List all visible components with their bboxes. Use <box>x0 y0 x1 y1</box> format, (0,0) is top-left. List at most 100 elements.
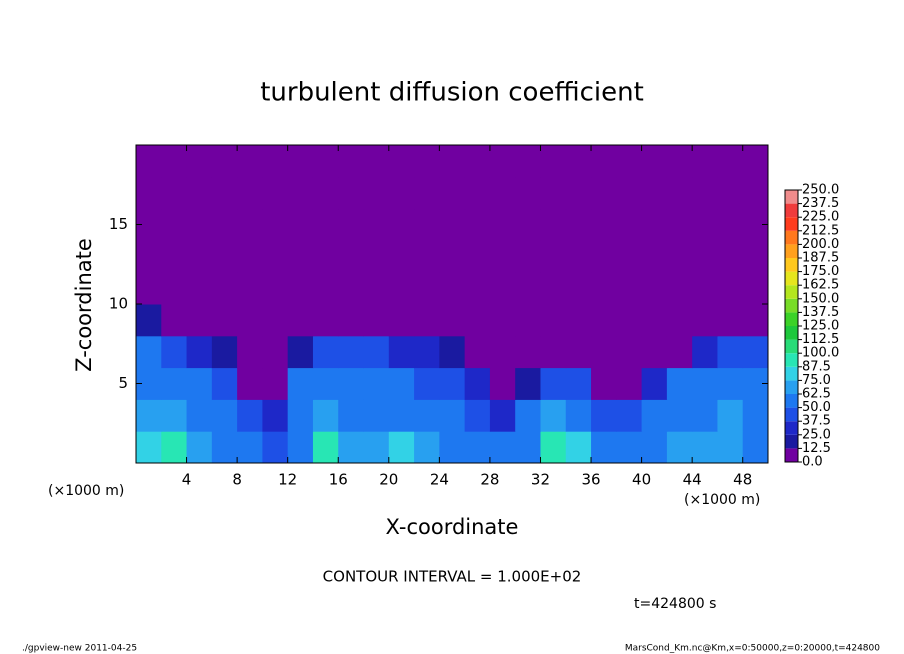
cell <box>363 272 390 305</box>
colorbar-band <box>785 203 798 218</box>
cell <box>388 145 415 178</box>
chart-title: turbulent diffusion coefficient <box>260 78 644 108</box>
cell <box>515 304 541 337</box>
cell <box>186 240 213 273</box>
cell <box>540 431 567 464</box>
colorbar-band <box>785 394 798 408</box>
cell <box>489 335 516 369</box>
cell <box>666 145 693 178</box>
cell <box>692 208 718 241</box>
cell <box>414 431 440 464</box>
cell <box>717 208 744 241</box>
cell <box>312 176 339 210</box>
cell <box>591 272 617 305</box>
cell <box>338 240 365 273</box>
cell <box>489 240 516 273</box>
cell <box>616 431 643 464</box>
cell <box>211 335 238 369</box>
cell <box>666 431 693 464</box>
cell <box>591 431 617 464</box>
cell <box>742 145 769 178</box>
cell <box>312 272 339 305</box>
cell <box>262 208 289 241</box>
cell <box>312 304 339 337</box>
colorbar-label: 12.5 <box>802 441 831 456</box>
cell <box>540 304 567 337</box>
cell <box>439 272 466 305</box>
x-tick-label: 48 <box>733 471 752 489</box>
cell <box>489 176 516 210</box>
cell <box>237 272 263 305</box>
cell <box>363 399 390 432</box>
cell <box>692 367 718 400</box>
cell <box>414 240 440 273</box>
cell <box>237 304 263 337</box>
cell <box>136 240 162 273</box>
cell <box>363 208 390 241</box>
x-tick-label: 16 <box>329 471 348 489</box>
cell <box>136 145 162 178</box>
cell <box>464 304 491 337</box>
cell <box>666 399 693 432</box>
cell <box>515 145 541 178</box>
cell <box>136 399 162 432</box>
annotation: CONTOUR INTERVAL = 1.000E+02 <box>323 568 582 586</box>
cell <box>186 367 213 400</box>
cell <box>641 208 668 241</box>
cell <box>287 272 314 305</box>
cell <box>287 240 314 273</box>
cell <box>641 431 668 464</box>
cell <box>338 208 365 241</box>
cell <box>237 367 263 400</box>
cell <box>565 240 592 273</box>
cell <box>439 431 466 464</box>
cell <box>717 335 744 369</box>
cell <box>591 304 617 337</box>
cell <box>540 176 567 210</box>
cell <box>540 335 567 369</box>
colorbar-band <box>785 244 798 258</box>
cell <box>666 367 693 400</box>
cell <box>161 431 188 464</box>
cell <box>388 367 415 400</box>
cell <box>616 272 643 305</box>
cell <box>742 272 769 305</box>
cell <box>211 399 238 432</box>
cell <box>439 208 466 241</box>
cell <box>489 208 516 241</box>
cell <box>565 208 592 241</box>
cell <box>186 399 213 432</box>
cell <box>388 399 415 432</box>
colorbar-band <box>785 353 798 367</box>
colorbar-label: 237.5 <box>802 196 839 211</box>
cell <box>565 431 592 464</box>
cell <box>540 367 567 400</box>
cell <box>262 335 289 369</box>
cell <box>692 304 718 337</box>
cell <box>287 335 314 369</box>
cell <box>489 431 516 464</box>
cell <box>515 272 541 305</box>
cell <box>464 431 491 464</box>
cell <box>161 145 188 178</box>
cell <box>464 240 491 273</box>
cell <box>641 272 668 305</box>
colorbar-label: 62.5 <box>802 387 831 402</box>
cell <box>211 176 238 210</box>
cell <box>641 367 668 400</box>
cell <box>641 304 668 337</box>
cell <box>515 240 541 273</box>
colorbar-label: 50.0 <box>802 400 831 415</box>
cell <box>414 335 440 369</box>
y-tick-label: 10 <box>109 295 128 313</box>
cell <box>717 240 744 273</box>
cell <box>287 367 314 400</box>
cell <box>666 272 693 305</box>
cell <box>742 431 769 464</box>
cell <box>388 304 415 337</box>
x-tick-label: 4 <box>182 471 192 489</box>
cell <box>742 335 769 369</box>
cell <box>136 272 162 305</box>
cell <box>616 399 643 432</box>
cell <box>439 367 466 400</box>
